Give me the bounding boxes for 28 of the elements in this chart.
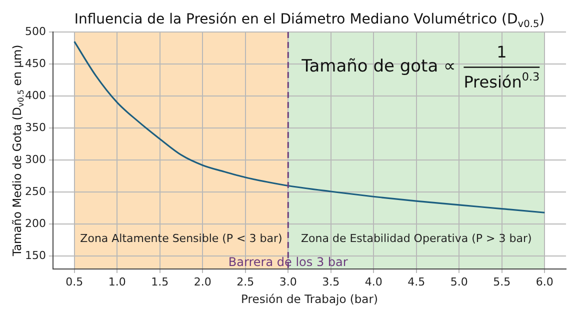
y-tick-label: 450 xyxy=(24,56,46,70)
y-tick-label: 200 xyxy=(24,217,46,230)
x-tick-label: 4.0 xyxy=(364,275,382,288)
annotation: Tamaño de gota ∝ xyxy=(300,56,456,77)
x-tick-label: 3.5 xyxy=(322,275,340,288)
band-label: Zona de Estabilidad Operativa (P > 3 bar) xyxy=(300,232,532,245)
line-series xyxy=(74,40,546,214)
band-label: Zona Altamente Sensible (P < 3 bar) xyxy=(80,232,282,245)
x-tick-label: 0.5 xyxy=(66,275,84,288)
x-tick-label: 5.5 xyxy=(493,275,511,288)
y-tick-label: 350 xyxy=(24,120,46,134)
y-tick-label: 400 xyxy=(24,88,46,102)
x-tick-label: 6.0 xyxy=(536,275,554,288)
y-axis-title: Tamaño Medio de Gota (Dv0.5 en μm) xyxy=(10,44,26,258)
x-tick-label: 4.5 xyxy=(408,275,426,288)
x-tick-label: 2.0 xyxy=(194,275,212,288)
x-tick-label: 3.0 xyxy=(279,275,297,288)
x-tick-label: 1.5 xyxy=(151,275,169,288)
x-tick-label: 5.0 xyxy=(450,275,468,288)
x-tick-label: 1.0 xyxy=(108,275,126,288)
y-tick-label: 300 xyxy=(24,152,46,166)
annotation: 1 xyxy=(496,42,507,62)
ref-line-label: Barrera de los 3 bar xyxy=(228,255,348,270)
x-tick-label: 2.5 xyxy=(236,275,254,288)
y-tick-label: 250 xyxy=(24,184,46,198)
y-tick-label: 500 xyxy=(24,24,46,38)
y-tick-label: 150 xyxy=(24,249,46,262)
x-axis-title: Presión de Trabajo (bar) xyxy=(241,292,378,306)
